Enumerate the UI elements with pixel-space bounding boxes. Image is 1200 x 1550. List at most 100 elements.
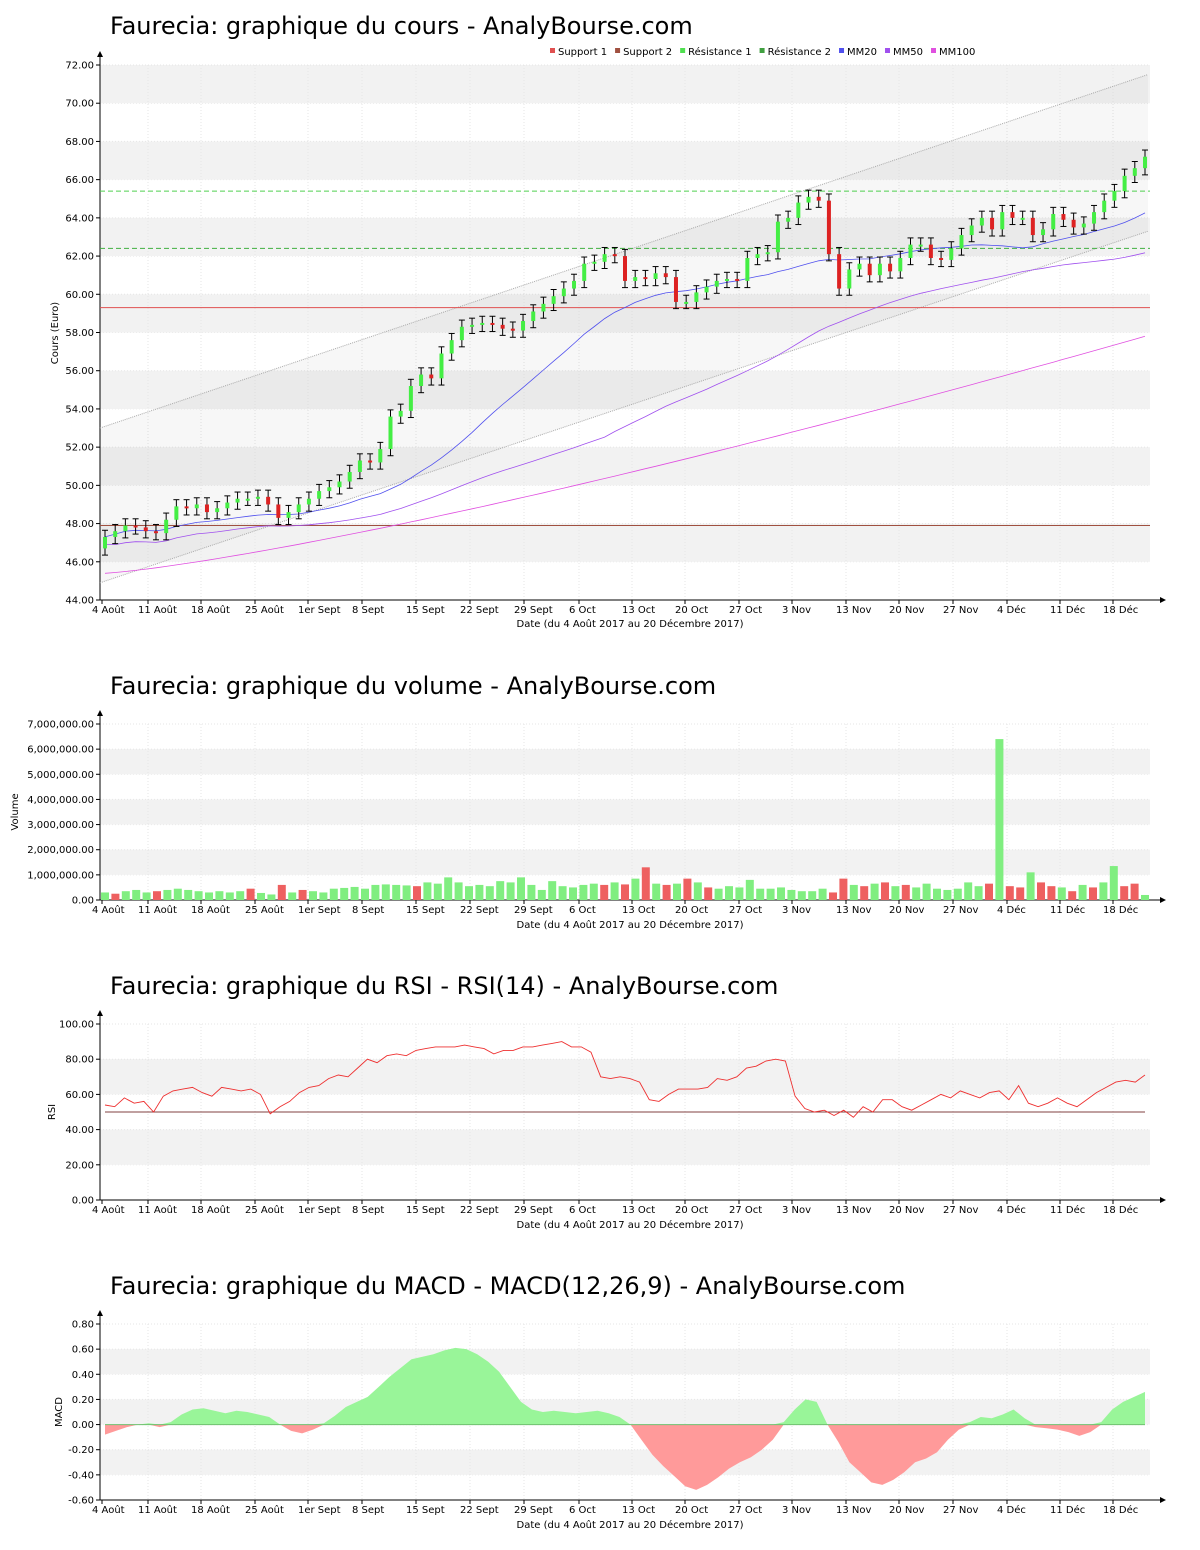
- volume-bar: [797, 891, 806, 900]
- x-tick-label: 25 Août: [245, 904, 284, 916]
- candle: [479, 315, 486, 333]
- x-tick-label: 18 Déc: [1103, 1204, 1138, 1216]
- candle: [907, 237, 914, 266]
- candle-body: [1122, 175, 1127, 192]
- volume-bar: [725, 886, 733, 900]
- volume-bar: [933, 888, 941, 900]
- x-tick-label: 20 Nov: [889, 605, 925, 616]
- candle: [489, 315, 496, 333]
- candle: [203, 497, 210, 520]
- candle-body: [786, 217, 791, 222]
- x-tick-label: 13 Oct: [622, 1505, 655, 1516]
- candle: [540, 296, 547, 319]
- y-tick-label: 5,000,000.00: [27, 770, 94, 781]
- candle-body: [796, 202, 801, 218]
- y-tick-label: 0.00: [72, 1196, 94, 1207]
- candle-body: [398, 410, 403, 417]
- candle-body: [215, 508, 220, 513]
- candle-body: [276, 504, 281, 518]
- candle-body: [673, 277, 678, 302]
- x-tick-label: 11 Déc: [1050, 1204, 1085, 1216]
- x-tick-label: 15 Sept: [406, 905, 445, 916]
- candle: [295, 497, 302, 520]
- trend-channel: [99, 74, 1149, 584]
- plot-band: [100, 1449, 1150, 1475]
- legend-swatch: [680, 48, 686, 53]
- y-tick-label: 44.00: [65, 596, 94, 607]
- candle-body: [103, 536, 107, 549]
- rsi-panel: Faurecia: graphique du RSI - RSI(14) - A…: [47, 972, 1166, 1231]
- candle-body: [663, 273, 668, 278]
- candle-body: [245, 498, 250, 501]
- candle-body: [388, 416, 393, 450]
- x-tick-label: 4 Août: [92, 1504, 125, 1516]
- candle-body: [133, 525, 138, 528]
- candle: [1131, 160, 1138, 184]
- price-x-axis-label: Date (du 4 Août 2017 au 20 Décembre 2017…: [517, 618, 744, 630]
- candle: [132, 518, 139, 535]
- legend-label: Support 2: [623, 47, 672, 58]
- candle-body: [490, 322, 495, 325]
- candle: [438, 346, 445, 386]
- candle-body: [888, 263, 893, 272]
- candle-body: [653, 273, 658, 279]
- x-tick-label: 27 Oct: [729, 1205, 762, 1216]
- legend-swatch: [931, 48, 936, 53]
- candle-body: [724, 279, 729, 281]
- volume-bar: [1005, 886, 1014, 900]
- candle-body: [1102, 200, 1107, 213]
- volume-bar: [173, 888, 182, 900]
- candle-body: [928, 244, 933, 258]
- volume-x-axis-label: Date (du 4 Août 2017 au 20 Décembre 2017…: [517, 919, 744, 931]
- candle: [530, 304, 537, 329]
- x-tick-label: 22 Sept: [460, 605, 499, 616]
- plot-band: [100, 523, 1150, 562]
- candle: [683, 294, 690, 310]
- legend-swatch: [550, 48, 555, 53]
- volume-bar: [496, 881, 505, 900]
- candle: [693, 285, 700, 310]
- candle: [897, 250, 904, 279]
- y-axis-arrow: [97, 1010, 103, 1016]
- x-tick-label: 4 Août: [92, 604, 125, 616]
- candle: [662, 266, 669, 285]
- volume-bar: [1099, 882, 1108, 900]
- candle: [601, 246, 608, 269]
- candle: [499, 317, 506, 336]
- candle: [254, 489, 261, 506]
- y-tick-label: 68.00: [65, 137, 94, 148]
- x-tick-label: 25 Août: [245, 604, 284, 616]
- x-tick-label: 11 Août: [138, 604, 177, 616]
- volume-bar: [288, 892, 297, 900]
- candle: [571, 273, 578, 296]
- x-tick-label: 18 Déc: [1103, 604, 1138, 616]
- candle: [989, 210, 996, 237]
- candle: [1070, 212, 1077, 235]
- y-tick-label: 2,000,000.00: [27, 845, 94, 856]
- legend-item: MM50: [885, 47, 923, 58]
- candle-body: [225, 502, 230, 509]
- y-tick-label: 0.20: [72, 1395, 94, 1406]
- candle-body: [633, 277, 638, 281]
- candle: [999, 204, 1006, 237]
- legend-item: Support 2: [615, 47, 672, 58]
- legend-label: Résistance 1: [688, 46, 751, 58]
- x-tick-label: 29 Sept: [514, 1505, 553, 1516]
- y-tick-label: 54.00: [65, 404, 94, 415]
- candle: [244, 491, 251, 506]
- x-tick-label: 20 Oct: [675, 605, 708, 616]
- candle-body: [266, 496, 271, 505]
- candle: [785, 210, 792, 229]
- candle: [356, 453, 363, 480]
- volume-bar: [236, 891, 245, 900]
- candle-body: [704, 286, 709, 293]
- volume-bar: [329, 888, 338, 900]
- macd-x-axis-label: Date (du 4 Août 2017 au 20 Décembre 2017…: [517, 1519, 744, 1531]
- volume-bar: [777, 887, 785, 900]
- volume-bar: [1037, 882, 1045, 900]
- candle: [1091, 204, 1098, 231]
- x-tick-label: 20 Nov: [889, 905, 925, 916]
- price-panel: Faurecia: graphique du cours - AnalyBour…: [50, 12, 1166, 630]
- candle: [367, 453, 374, 470]
- candle-body: [765, 252, 770, 255]
